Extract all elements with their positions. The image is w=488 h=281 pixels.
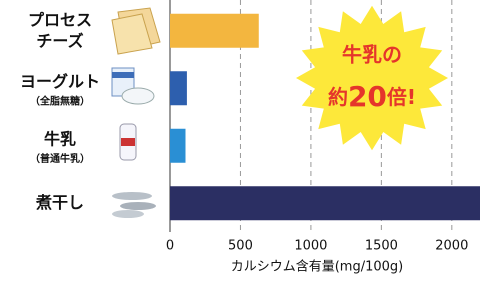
category-label: 牛乳 (44, 129, 76, 148)
bar (170, 129, 186, 163)
x-tick-label: 2000 (435, 239, 468, 254)
annotation: 約20倍! (328, 80, 416, 113)
annotation-part: 20 (348, 80, 387, 113)
category-label: （全脂無糖） (30, 94, 90, 107)
category-label: （普通牛乳） (30, 152, 90, 165)
bar (170, 14, 259, 48)
category-label: チーズ (36, 31, 83, 50)
bar (170, 186, 480, 220)
x-tick-label: 500 (228, 239, 253, 254)
x-axis-title: カルシウム含有量(mg/100g) (231, 259, 404, 275)
annotation-part: 倍! (387, 85, 416, 109)
category-label: 煮干し (35, 193, 84, 212)
yogurt-icon (112, 68, 154, 104)
x-tick-label: 1000 (294, 239, 327, 254)
category-label: プロセス (28, 10, 92, 29)
cheese-icon (112, 8, 160, 54)
chart: カルシウム含有量(mg/100g) 0 500 1000 1500 2000 プロセスチー… (0, 0, 488, 277)
annotation: 牛乳の (342, 43, 402, 67)
sardine-icon (112, 192, 156, 218)
x-tick-label: 1500 (365, 239, 398, 254)
x-tick-label: 0 (166, 239, 174, 254)
category-label: ヨーグルト (20, 72, 100, 91)
starburst (296, 6, 448, 150)
bar (170, 71, 187, 105)
milk-icon (120, 124, 136, 160)
annotation-part: 約 (328, 85, 348, 109)
